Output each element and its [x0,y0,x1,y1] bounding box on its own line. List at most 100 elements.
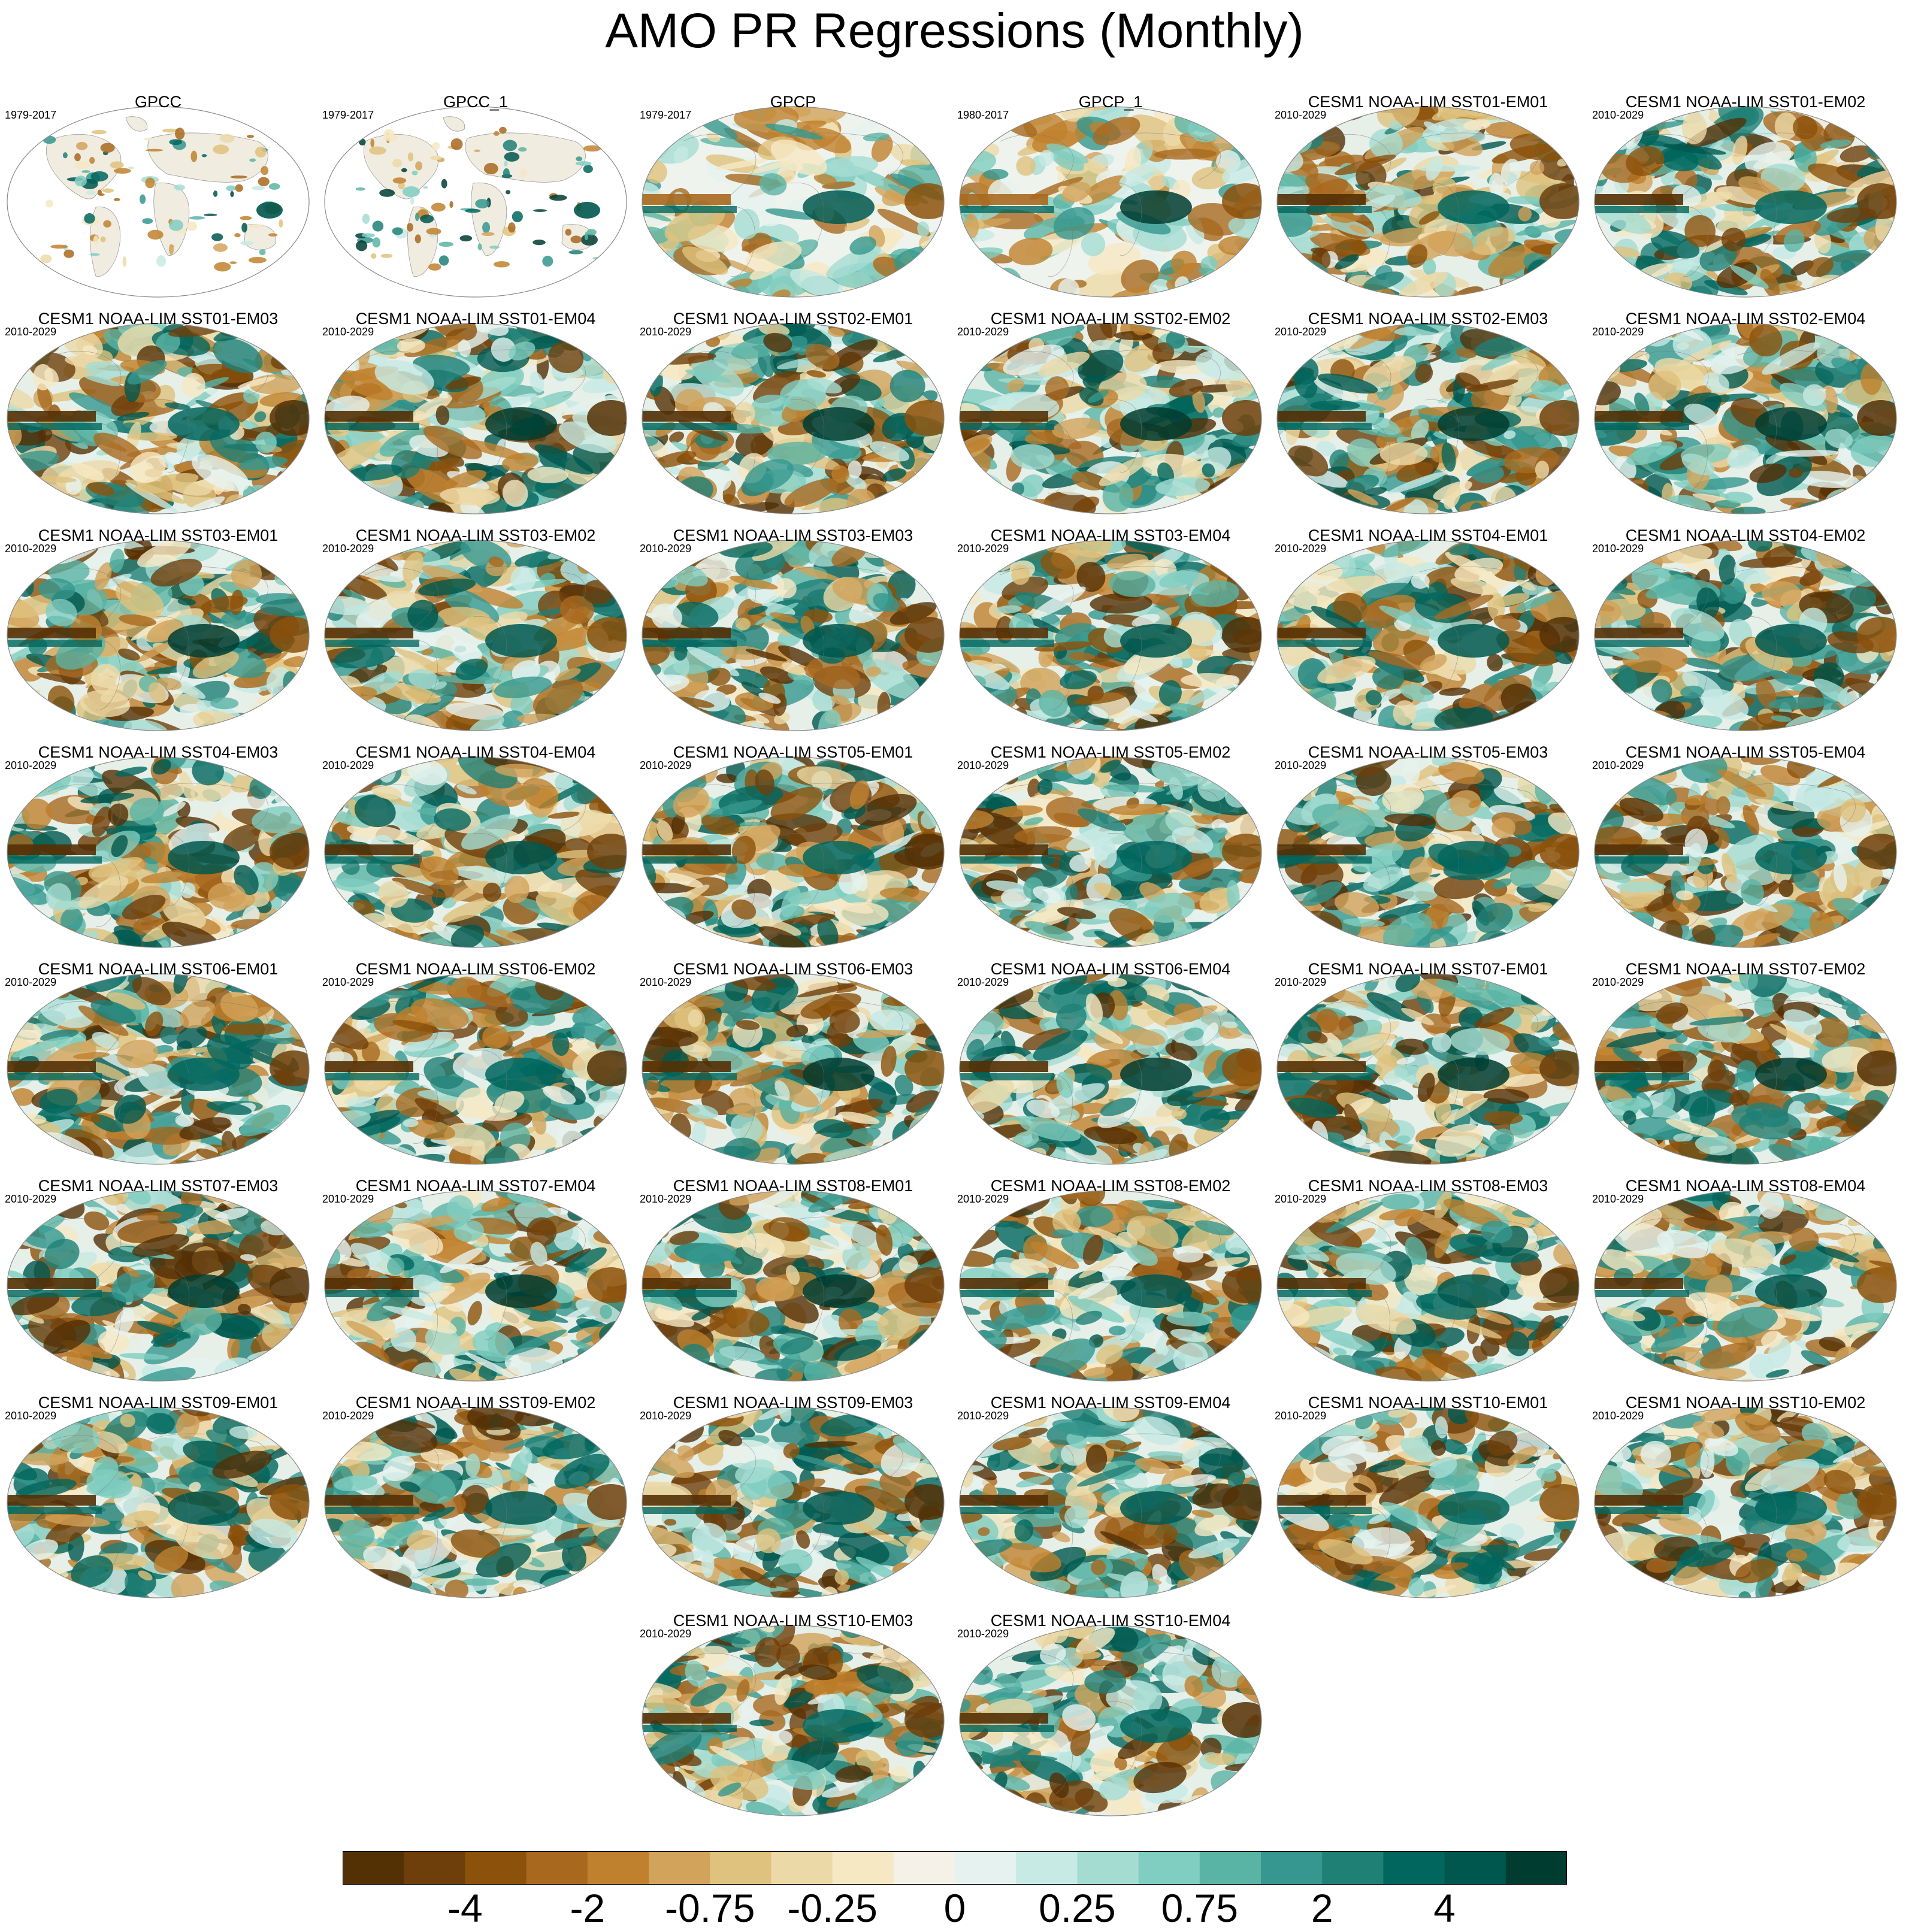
panel-period: 2010-2029 [640,976,691,988]
panel-period: 2010-2029 [1592,326,1644,338]
panel-period: 2010-2029 [1592,759,1644,771]
colorbar-tick-label: 0.75 [1161,1884,1238,1932]
panel-period: 2010-2029 [640,1193,691,1205]
precipitation-regression-map [323,1189,628,1382]
panel-period: 2010-2029 [957,1193,1009,1205]
colorbar-tick-label: 2 [1311,1884,1333,1932]
colorbar-swatch [894,1851,955,1885]
colorbar-tick-label: 0.25 [1039,1884,1115,1932]
precipitation-regression-map [641,1406,945,1599]
precipitation-regression-map [641,1624,945,1817]
panel-period: 2010-2029 [957,326,1009,338]
precipitation-regression-map [641,105,945,298]
colorbar-tick-label: 0 [944,1884,966,1932]
panel-period: 2010-2029 [1592,109,1644,121]
precipitation-regression-map [1593,539,1898,732]
precipitation-regression-map [323,973,628,1165]
precipitation-regression-map [641,756,945,949]
precipitation-regression-map [323,756,628,949]
panel-period: 2010-2029 [640,1628,691,1640]
precipitation-regression-map [1593,756,1898,949]
panel-period: 2010-2029 [640,543,691,555]
precipitation-regression-map [1276,105,1580,298]
panel-period: 1980-2017 [957,109,1009,121]
colorbar-swatch [1016,1851,1078,1885]
figure-title: AMO PR Regressions (Monthly) [0,1,1909,61]
precipitation-regression-map [6,322,310,515]
panel-period: 2010-2029 [957,759,1009,771]
precipitation-regression-map [958,1406,1263,1599]
precipitation-regression-map [6,105,310,298]
precipitation-regression-map [1593,1406,1898,1599]
panel-period: 2010-2029 [1592,976,1644,988]
colorbar-swatch [1383,1851,1445,1885]
colorbar-swatch [1322,1851,1384,1885]
precipitation-regression-map [323,1406,628,1599]
colorbar-swatch [1445,1851,1506,1885]
colorbar-tick-label: -0.75 [665,1884,755,1932]
precipitation-regression-map [958,322,1263,515]
precipitation-regression-map [1593,973,1898,1165]
precipitation-regression-map [1276,1189,1580,1382]
panel-period: 2010-2029 [322,1193,374,1205]
panel-period: 2010-2029 [1275,1410,1326,1422]
colorbar-tick-label: 4 [1433,1884,1456,1932]
panel-period: 2010-2029 [1592,1410,1644,1422]
precipitation-regression-map [1276,1406,1580,1599]
panel-period: 2010-2029 [1275,976,1326,988]
precipitation-regression-map [958,539,1263,732]
precipitation-regression-map [1593,322,1898,515]
panel-period: 2010-2029 [5,543,56,555]
panel-period: 2010-2029 [1592,543,1644,555]
precipitation-regression-map [323,539,628,732]
precipitation-regression-map [6,1406,310,1599]
panel-period: 1979-2017 [5,109,56,121]
precipitation-regression-map [1276,973,1580,1165]
panel-period: 2010-2029 [5,1193,56,1205]
precipitation-regression-map [958,973,1263,1165]
colorbar-swatch [465,1851,527,1885]
precipitation-regression-map [1276,322,1580,515]
precipitation-regression-map [958,105,1263,298]
precipitation-regression-map [1276,539,1580,732]
colorbar-swatch [955,1851,1016,1885]
panel-period: 2010-2029 [1275,1193,1326,1205]
colorbar-swatch [1506,1851,1567,1885]
precipitation-regression-map [958,1189,1263,1382]
panel-period: 2010-2029 [640,326,691,338]
panel-period: 1979-2017 [640,109,691,121]
panel-period: 2010-2029 [957,1628,1009,1640]
panel-period: 2010-2029 [322,759,374,771]
panel-period: 2010-2029 [5,326,56,338]
precipitation-regression-map [323,322,628,515]
colorbar [343,1851,1567,1885]
panel-period: 2010-2029 [322,543,374,555]
